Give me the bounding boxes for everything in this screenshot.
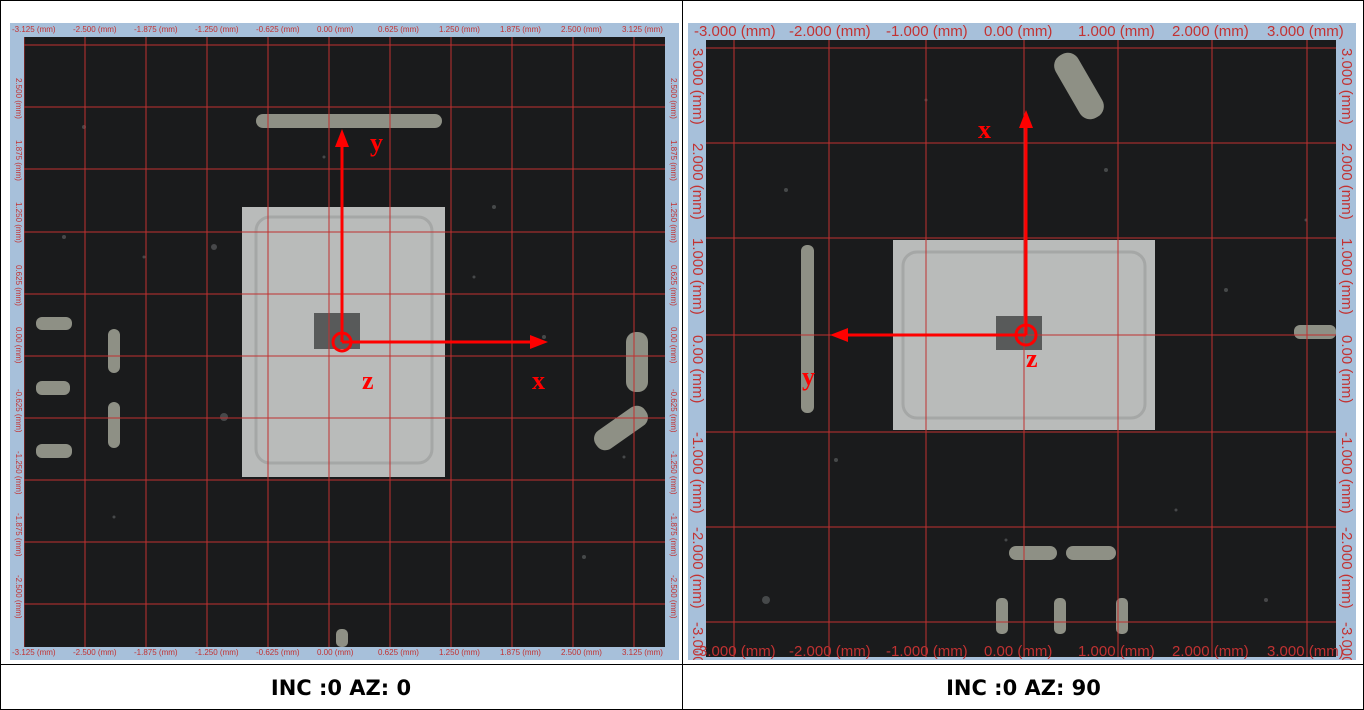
solder-pads	[801, 52, 1336, 634]
x-tick-label-top: 1.000 (mm)	[1078, 23, 1155, 40]
x-tick-label-bottom: -3.125 (mm)	[12, 648, 56, 657]
led-chip-rim	[254, 215, 434, 465]
panel-divider-vertical	[682, 0, 683, 710]
y-tick-label-left: 1.875 (mm)	[14, 140, 23, 181]
y-tick-label-left: -1.875 (mm)	[14, 513, 23, 557]
x-tick-label-bottom: 2.500 (mm)	[561, 648, 602, 657]
axis-label-vertical: x	[978, 115, 991, 144]
x-tick-label-top: -3.125 (mm)	[12, 25, 56, 34]
y-tick-label-right: 1.000 (mm)	[1338, 238, 1355, 315]
y-tick-label-left: 3.000 (mm)	[689, 48, 706, 125]
y-tick-label-left: -2.000 (mm)	[689, 527, 706, 609]
y-tick-label-right: 3.000 (mm)	[1338, 48, 1355, 125]
viewer-panel-az90[interactable]: x y z -3.000 (mm) -3.000 (mm) -2.000 (mm) -…	[688, 23, 1356, 660]
x-tick-label-bottom: 1.875 (mm)	[500, 648, 541, 657]
x-tick-label-top: 1.250 (mm)	[439, 25, 480, 34]
y-tick-label-right: -3.000 (mm)	[1338, 622, 1355, 660]
x-tick-label-bottom: -1.000 (mm)	[886, 643, 968, 660]
x-tick-label-top: -1.250 (mm)	[195, 25, 239, 34]
y-tick-label-left: -3.000 (mm)	[689, 622, 706, 660]
x-tick-label-bottom: -1.250 (mm)	[195, 648, 239, 657]
x-tick-label-bottom: 0.00 (mm)	[984, 643, 1053, 660]
x-tick-label-bottom: 0.625 (mm)	[378, 648, 419, 657]
y-tick-label-left: 1.000 (mm)	[689, 238, 706, 315]
x-tick-label-bottom: 2.000 (mm)	[1172, 643, 1249, 660]
x-tick-label-bottom: 1.250 (mm)	[439, 648, 480, 657]
y-tick-label-left: -2.500 (mm)	[14, 575, 23, 619]
x-tick-label-bottom: 3.125 (mm)	[622, 648, 663, 657]
microscope-image-az90[interactable]: x y z	[706, 40, 1336, 657]
y-tick-label-right: -0.625 (mm)	[669, 389, 678, 433]
y-tick-label-left: 0.00 (mm)	[689, 335, 706, 404]
x-tick-label-bottom: 0.00 (mm)	[317, 648, 354, 657]
debris-specks	[62, 125, 626, 559]
x-tick-label-bottom: -0.625 (mm)	[256, 648, 300, 657]
z-origin-icon	[331, 331, 353, 353]
x-tick-label-bottom: -3.000 (mm)	[694, 643, 776, 660]
y-tick-label-left: 2.500 (mm)	[14, 78, 23, 119]
y-tick-label-right: -1.000 (mm)	[1338, 432, 1355, 514]
y-tick-label-right: -1.250 (mm)	[669, 451, 678, 495]
microscope-image-az0[interactable]: y x z	[24, 37, 665, 647]
x-tick-label-top: 0.625 (mm)	[378, 25, 419, 34]
y-tick-label-left: -1.000 (mm)	[689, 432, 706, 514]
x-tick-label-top: 0.00 (mm)	[317, 25, 354, 34]
caption-divider	[0, 664, 1364, 665]
y-tick-label-right: 0.625 (mm)	[669, 265, 678, 306]
y-arrowhead-icon	[830, 328, 848, 342]
y-tick-label-left: -0.625 (mm)	[14, 389, 23, 433]
y-tick-label-right: 2.000 (mm)	[1338, 143, 1355, 220]
led-die	[314, 313, 360, 349]
y-tick-label-left: 0.00 (mm)	[14, 327, 23, 364]
y-tick-label-right: -2.500 (mm)	[669, 575, 678, 619]
x-tick-label-bottom: 3.000 (mm)	[1267, 643, 1344, 660]
debris-specks	[762, 98, 1308, 604]
y-tick-label-left: -1.250 (mm)	[14, 451, 23, 495]
x-tick-label-top: -1.000 (mm)	[886, 23, 968, 40]
x-tick-label-top: 2.500 (mm)	[561, 25, 602, 34]
y-tick-label-left: 1.250 (mm)	[14, 202, 23, 243]
y-tick-label-right: 2.500 (mm)	[669, 78, 678, 119]
x-tick-label-bottom: -2.500 (mm)	[73, 648, 117, 657]
x-tick-label-top: 0.00 (mm)	[984, 23, 1053, 40]
axis-label-origin: z	[362, 366, 374, 395]
y-arrowhead-icon	[335, 129, 349, 147]
y-tick-label-right: -1.875 (mm)	[669, 513, 678, 557]
x-tick-label-top: 3.000 (mm)	[1267, 23, 1344, 40]
y-tick-label-right: 1.875 (mm)	[669, 140, 678, 181]
x-arrowhead-icon	[530, 335, 548, 349]
x-tick-label-bottom: 1.000 (mm)	[1078, 643, 1155, 660]
x-tick-label-top: 1.875 (mm)	[500, 25, 541, 34]
x-tick-label-top: -2.500 (mm)	[73, 25, 117, 34]
x-tick-label-top: -1.875 (mm)	[134, 25, 178, 34]
x-tick-label-top: 2.000 (mm)	[1172, 23, 1249, 40]
x-tick-label-top: -0.625 (mm)	[256, 25, 300, 34]
viewer-panel-az0[interactable]: y x z -3.125 (mm) -3.125 (mm) -2.500 (mm) -…	[10, 23, 679, 660]
y-tick-label-left: 0.625 (mm)	[14, 265, 23, 306]
z-origin-icon	[1014, 323, 1038, 347]
x-tick-label-top: -2.000 (mm)	[789, 23, 871, 40]
axis-label-vertical: y	[370, 128, 383, 157]
y-tick-label-right: 1.250 (mm)	[669, 202, 678, 243]
y-tick-label-right: 0.00 (mm)	[1338, 335, 1355, 404]
caption-az90: INC :0 AZ: 90	[946, 676, 1101, 700]
caption-az0: INC :0 AZ: 0	[270, 676, 412, 700]
y-tick-label-left: 2.000 (mm)	[689, 143, 706, 220]
x-arrowhead-icon	[1019, 110, 1033, 128]
coordinate-axes-az0: y x z	[331, 128, 548, 395]
axis-label-horizontal: y	[802, 362, 815, 391]
y-tick-label-right: -2.000 (mm)	[1338, 527, 1355, 609]
axis-label-horizontal: x	[532, 366, 545, 395]
grid-lines-az0	[24, 37, 665, 647]
image-overlay-az0: y x z	[24, 37, 665, 647]
axis-label-origin: z	[1026, 344, 1038, 373]
x-tick-label-top: 3.125 (mm)	[622, 25, 663, 34]
x-tick-label-bottom: -2.000 (mm)	[789, 643, 871, 660]
y-tick-label-right: 0.00 (mm)	[669, 327, 678, 364]
coordinate-axes-az90: x y z	[802, 110, 1038, 391]
image-overlay-az90: x y z	[706, 40, 1336, 657]
x-tick-label-bottom: -1.875 (mm)	[134, 648, 178, 657]
x-tick-label-top: -3.000 (mm)	[694, 23, 776, 40]
